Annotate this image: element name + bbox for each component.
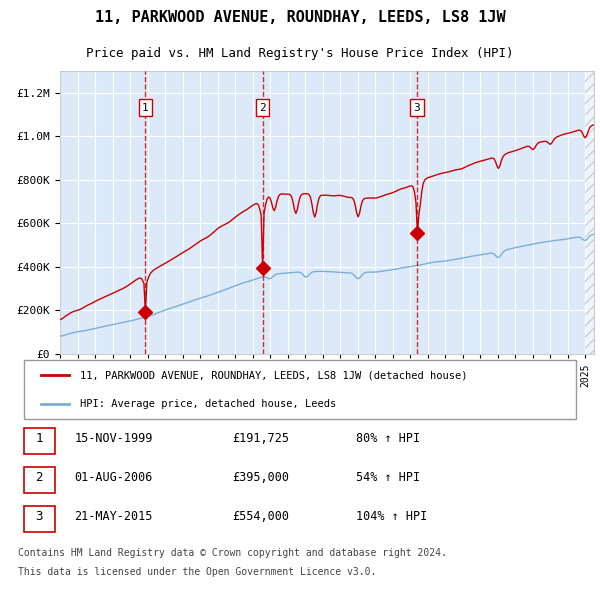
Text: £191,725: £191,725 [232,432,289,445]
FancyBboxPatch shape [23,428,55,454]
Text: Price paid vs. HM Land Registry's House Price Index (HPI): Price paid vs. HM Land Registry's House … [86,47,514,60]
FancyBboxPatch shape [23,506,55,532]
Text: 1: 1 [35,432,43,445]
FancyBboxPatch shape [23,467,55,493]
Text: £554,000: £554,000 [232,510,289,523]
Text: 11, PARKWOOD AVENUE, ROUNDHAY, LEEDS, LS8 1JW (detached house): 11, PARKWOOD AVENUE, ROUNDHAY, LEEDS, LS… [80,370,467,380]
Text: 01-AUG-2006: 01-AUG-2006 [74,471,153,484]
Text: 54% ↑ HPI: 54% ↑ HPI [356,471,421,484]
Text: 1: 1 [142,103,149,113]
Text: 3: 3 [413,103,420,113]
FancyBboxPatch shape [23,360,577,419]
Text: 80% ↑ HPI: 80% ↑ HPI [356,432,421,445]
Text: 15-NOV-1999: 15-NOV-1999 [74,432,153,445]
Text: 3: 3 [35,510,43,523]
Text: HPI: Average price, detached house, Leeds: HPI: Average price, detached house, Leed… [80,399,336,409]
Text: 104% ↑ HPI: 104% ↑ HPI [356,510,428,523]
Text: 2: 2 [35,471,43,484]
Text: £395,000: £395,000 [232,471,289,484]
Text: 21-MAY-2015: 21-MAY-2015 [74,510,153,523]
Text: This data is licensed under the Open Government Licence v3.0.: This data is licensed under the Open Gov… [18,568,376,577]
Text: Contains HM Land Registry data © Crown copyright and database right 2024.: Contains HM Land Registry data © Crown c… [18,549,447,558]
Text: 11, PARKWOOD AVENUE, ROUNDHAY, LEEDS, LS8 1JW: 11, PARKWOOD AVENUE, ROUNDHAY, LEEDS, LS… [95,10,505,25]
Text: 2: 2 [259,103,266,113]
